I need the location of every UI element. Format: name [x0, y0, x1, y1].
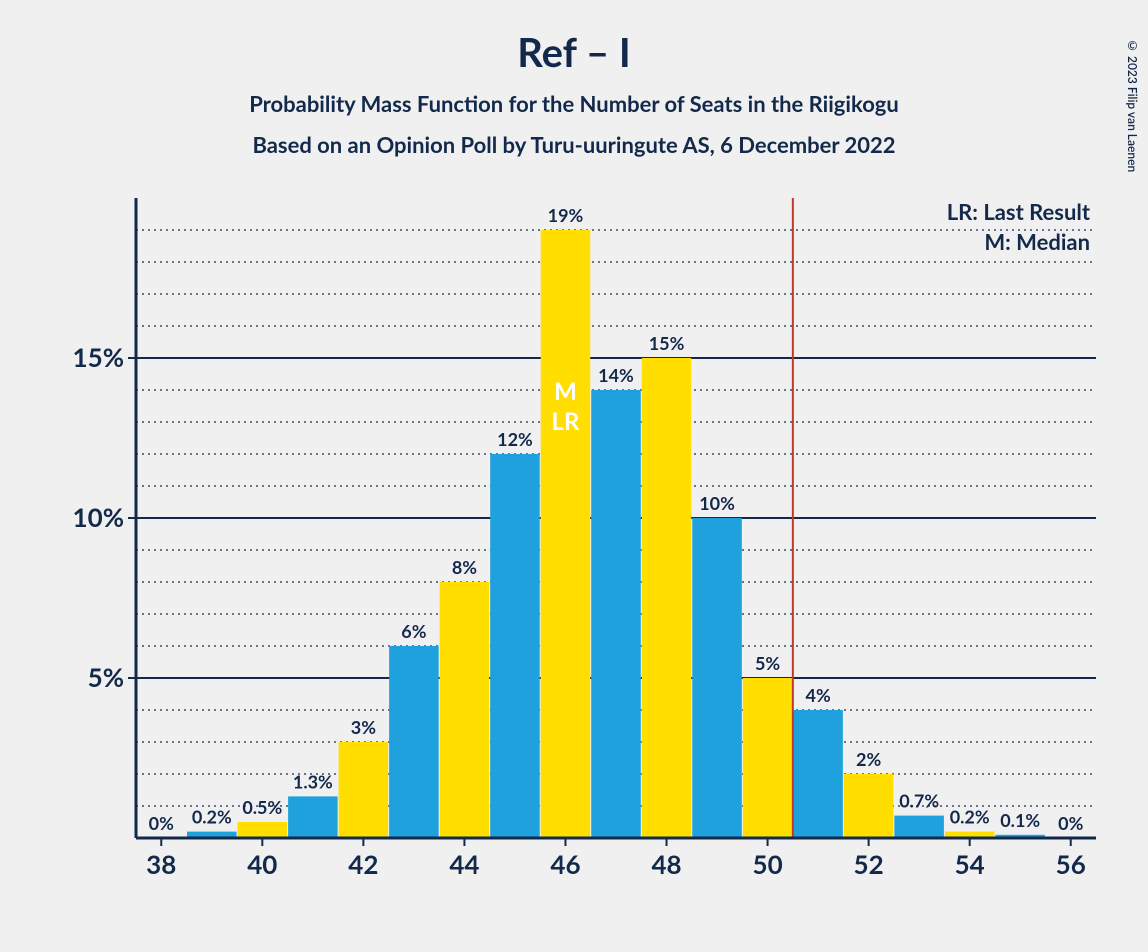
x-tick-label: 54 [955, 848, 985, 880]
chart-container: 5% 10% 15% 0% 0.2% 0.5% 1.3% 3% 6% 8% 12% 19% 14% 15%… [40, 198, 1110, 898]
bar-value-label: 14% [598, 364, 634, 386]
bar-value-label: 2% [856, 748, 881, 770]
y-tick-label: 15% [73, 341, 124, 373]
bar-value-label: 19% [548, 204, 584, 226]
bar-value-label: 6% [401, 620, 426, 642]
bar [642, 358, 692, 838]
bar [894, 816, 944, 838]
median-marker-label: M [554, 377, 577, 406]
bar-value-label: 0.7% [899, 790, 939, 812]
bar-value-label: 12% [497, 428, 533, 450]
bar-value-label: 0% [1058, 812, 1083, 834]
chart-title: Ref – I [0, 28, 1148, 76]
bar [541, 230, 591, 838]
bar [692, 518, 742, 838]
bar [793, 710, 843, 838]
x-tick-label: 38 [146, 848, 176, 880]
bar [339, 742, 389, 838]
legend-median: M: Median [984, 228, 1090, 255]
x-tick-label: 42 [348, 848, 378, 880]
bar [288, 796, 338, 838]
x-tick-label: 40 [247, 848, 277, 880]
pmf-bar-chart: 5% 10% 15% 0% 0.2% 0.5% 1.3% 3% 6% 8% 12% 19% 14% 15%… [40, 198, 1110, 898]
x-tick-label: 46 [550, 848, 580, 880]
bar [238, 822, 288, 838]
chart-subtitle-2: Based on an Opinion Poll by Turu-uuringu… [0, 131, 1148, 158]
x-tick-label: 48 [651, 848, 681, 880]
x-tick-label: 52 [854, 848, 884, 880]
bar [844, 774, 894, 838]
x-tick-label: 56 [1056, 848, 1086, 880]
bar-value-label: 15% [649, 332, 685, 354]
bar-value-label: 10% [699, 492, 735, 514]
bar-value-label: 4% [806, 684, 831, 706]
x-tick-label: 50 [752, 848, 782, 880]
bar-value-label: 8% [452, 556, 477, 578]
bar [743, 678, 793, 838]
bar [440, 582, 490, 838]
bar-value-label: 0.1% [1000, 809, 1040, 831]
y-tick-label: 5% [88, 661, 124, 693]
chart-subtitle-1: Probability Mass Function for the Number… [0, 90, 1148, 117]
legend-last-result: LR: Last Result [947, 198, 1091, 225]
bar-value-label: 1.3% [293, 770, 333, 792]
bar-value-label: 0.5% [242, 796, 282, 818]
bar-value-label: 0.2% [950, 806, 990, 828]
x-tick-label: 44 [449, 848, 479, 880]
y-tick-label: 10% [73, 501, 124, 533]
bar [591, 390, 641, 838]
bar-value-label: 0.2% [192, 806, 232, 828]
bar-value-label: 3% [351, 716, 376, 738]
bar-value-label: 0% [149, 812, 174, 834]
bar [389, 646, 439, 838]
copyright-text: © 2023 Filip van Laenen [1125, 38, 1140, 172]
bar-value-label: 5% [755, 652, 780, 674]
last-result-marker-label: LR [552, 407, 580, 436]
bar [490, 454, 540, 838]
